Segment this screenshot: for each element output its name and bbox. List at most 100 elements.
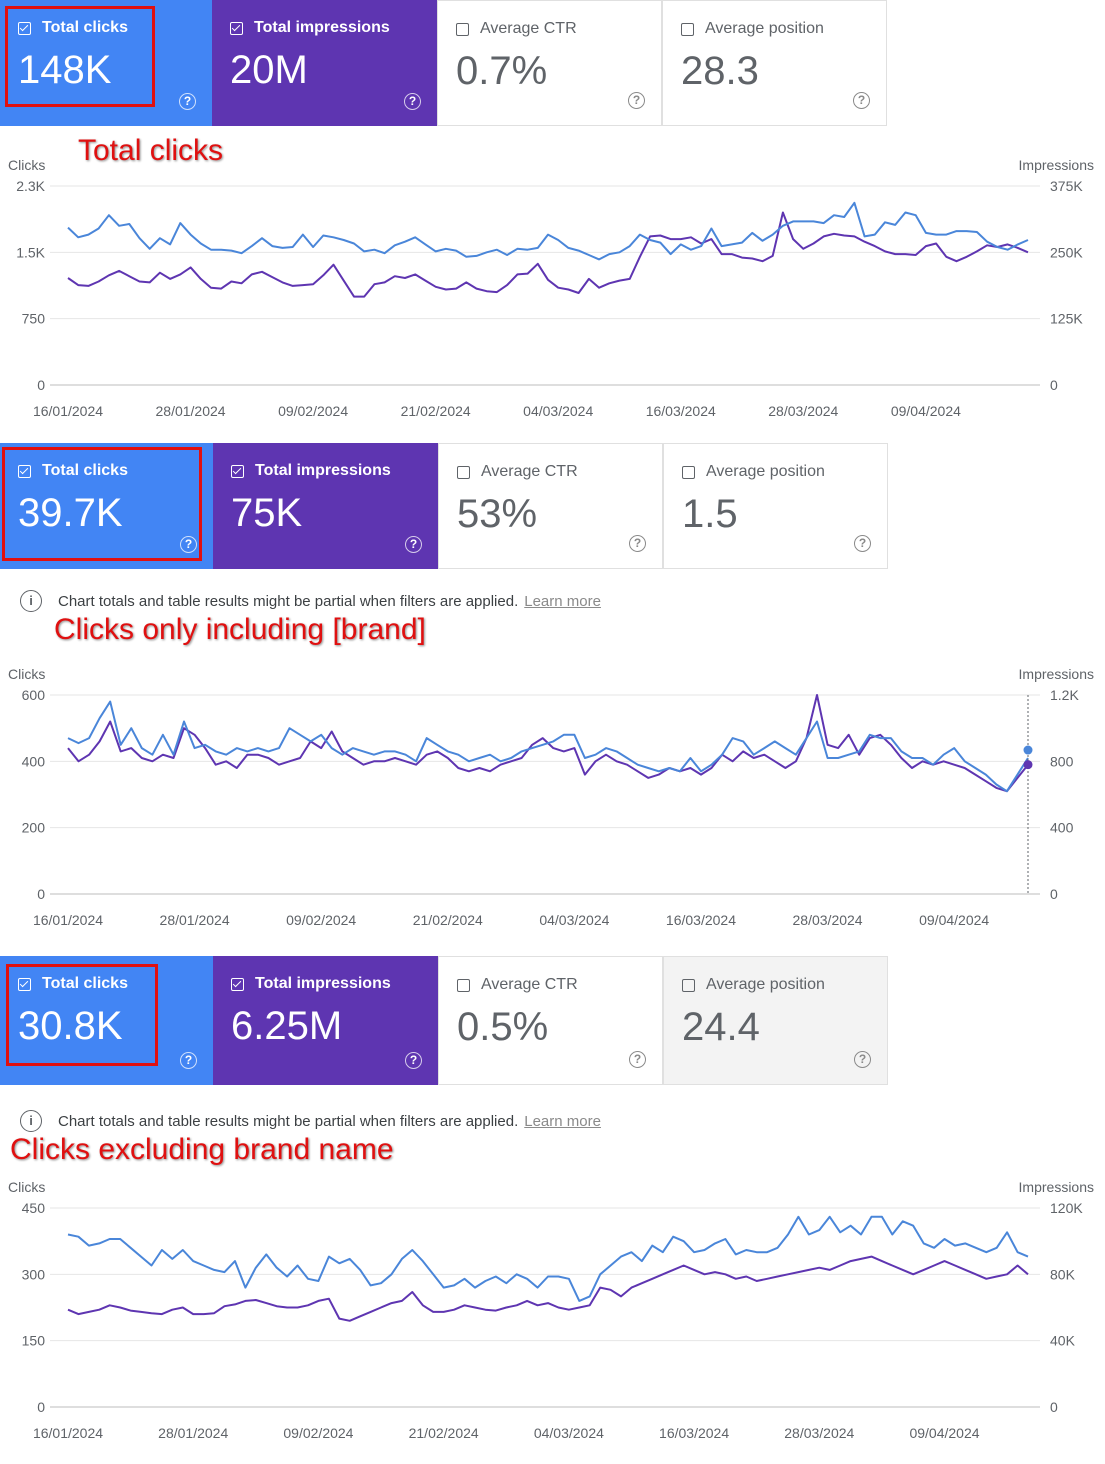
total-clicks-value: 148K <box>18 48 112 92</box>
right-tick-label: 0 <box>1050 377 1058 393</box>
checkbox-checked-icon[interactable] <box>230 22 243 35</box>
right-tick-label: 125K <box>1050 311 1083 327</box>
total-impressions-card[interactable]: Total impressions 75K ? <box>213 443 438 569</box>
learn-more-link[interactable]: Learn more <box>524 1113 601 1130</box>
left-tick-label: 200 <box>22 820 46 836</box>
left-tick-label: 750 <box>22 311 46 327</box>
average-ctr-label: Average CTR <box>480 20 577 37</box>
info-text: Chart totals and table results might be … <box>58 1113 601 1130</box>
clicks-series-line <box>67 201 1029 261</box>
checkbox-checked-icon[interactable] <box>231 978 244 991</box>
performance-chart: Clicks Impressions 0 0 200 400 400 800 600 1.2K 16… <box>8 666 1094 928</box>
total-impressions-card[interactable]: Total impressions 6.25M ? <box>213 956 438 1085</box>
help-icon[interactable]: ? <box>404 93 421 110</box>
total-clicks-label: Total clicks <box>42 19 128 36</box>
help-icon[interactable]: ? <box>405 536 422 553</box>
help-icon[interactable]: ? <box>854 535 871 552</box>
checkbox-checked-icon[interactable] <box>18 465 31 478</box>
help-icon[interactable]: ? <box>628 92 645 109</box>
performance-chart: Clicks Impressions 0 0 150 40K 300 80K 450 120K 16… <box>8 1179 1094 1441</box>
checkbox-unchecked-icon[interactable] <box>457 466 470 479</box>
checkbox-checked-icon[interactable] <box>231 465 244 478</box>
right-tick-label: 1.2K <box>1050 687 1079 703</box>
help-icon[interactable]: ? <box>180 536 197 553</box>
total-impressions-value: 20M <box>230 48 308 92</box>
annotation-label: Clicks only including [brand] <box>54 613 426 646</box>
right-tick-label: 80K <box>1050 1266 1076 1282</box>
total-impressions-card[interactable]: Total impressions 20M ? <box>212 0 437 126</box>
impressions-series-line <box>67 211 1029 298</box>
help-icon[interactable]: ? <box>629 1051 646 1068</box>
total-clicks-card[interactable]: Total clicks 39.7K ? <box>0 443 213 569</box>
checkbox-unchecked-icon[interactable] <box>456 23 469 36</box>
average-ctr-value: 0.7% <box>456 49 548 93</box>
right-tick-label: 0 <box>1050 1399 1058 1415</box>
help-icon[interactable]: ? <box>629 535 646 552</box>
checkbox-unchecked-icon[interactable] <box>682 466 695 479</box>
x-tick-label: 21/02/2024 <box>401 403 471 419</box>
help-icon[interactable]: ? <box>179 93 196 110</box>
average-ctr-card[interactable]: Average CTR 0.5% ? <box>438 956 663 1085</box>
x-tick-label: 28/01/2024 <box>156 403 226 419</box>
x-tick-label: 28/03/2024 <box>768 403 838 419</box>
left-tick-label: 0 <box>37 886 45 902</box>
help-icon[interactable]: ? <box>180 1052 197 1069</box>
average-ctr-label: Average CTR <box>481 463 578 480</box>
info-icon: i <box>20 1110 42 1132</box>
average-position-card[interactable]: Average position 28.3 ? <box>662 0 887 126</box>
x-tick-label: 16/01/2024 <box>33 1425 103 1441</box>
average-ctr-card[interactable]: Average CTR 53% ? <box>438 443 663 569</box>
clicks-hover-dot <box>1023 745 1033 755</box>
help-icon[interactable]: ? <box>854 1051 871 1068</box>
right-axis-label: Impressions <box>1019 666 1094 682</box>
x-tick-label: 16/01/2024 <box>33 912 103 928</box>
x-tick-label: 21/02/2024 <box>409 1425 479 1441</box>
average-ctr-value: 0.5% <box>457 1005 549 1049</box>
left-tick-label: 2.3K <box>16 178 45 194</box>
checkbox-unchecked-icon[interactable] <box>681 23 694 36</box>
x-tick-label: 16/03/2024 <box>646 403 716 419</box>
x-tick-label: 09/04/2024 <box>891 403 961 419</box>
average-position-value: 1.5 <box>682 492 738 536</box>
left-tick-label: 0 <box>37 377 45 393</box>
left-tick-label: 1.5K <box>16 244 45 260</box>
help-icon[interactable]: ? <box>853 92 870 109</box>
x-tick-label: 09/02/2024 <box>278 403 348 419</box>
right-tick-label: 40K <box>1050 1333 1076 1349</box>
average-position-label: Average position <box>706 976 825 993</box>
average-ctr-card[interactable]: Average CTR 0.7% ? <box>437 0 662 126</box>
left-axis-label: Clicks <box>8 157 45 173</box>
x-tick-label: 09/04/2024 <box>919 912 989 928</box>
left-axis-label: Clicks <box>8 1179 45 1195</box>
right-axis-label: Impressions <box>1019 1179 1094 1195</box>
right-axis-label: Impressions <box>1019 157 1094 173</box>
average-ctr-label: Average CTR <box>481 976 578 993</box>
total-impressions-label: Total impressions <box>255 462 391 479</box>
learn-more-link[interactable]: Learn more <box>524 593 601 610</box>
left-tick-label: 150 <box>22 1333 46 1349</box>
help-icon[interactable]: ? <box>405 1052 422 1069</box>
x-tick-label: 28/03/2024 <box>793 912 863 928</box>
average-position-card[interactable]: Average position 1.5 ? <box>663 443 888 569</box>
panel-total-clicks: Total clicks 148K ? Total impressions 20… <box>0 0 1105 440</box>
annotation-label: Total clicks <box>78 134 224 167</box>
info-message: Chart totals and table results might be … <box>58 1113 519 1130</box>
x-tick-label: 09/02/2024 <box>286 912 356 928</box>
checkbox-unchecked-icon[interactable] <box>682 979 695 992</box>
total-clicks-label: Total clicks <box>42 462 128 479</box>
checkbox-checked-icon[interactable] <box>18 978 31 991</box>
left-tick-label: 0 <box>37 1399 45 1415</box>
performance-chart: Clicks Impressions 0 0 750 125K 1.5K 250K 2.3K 37… <box>8 157 1094 419</box>
checkbox-checked-icon[interactable] <box>18 22 31 35</box>
checkbox-unchecked-icon[interactable] <box>457 979 470 992</box>
x-tick-label: 09/04/2024 <box>909 1425 979 1441</box>
right-tick-label: 250K <box>1050 244 1083 260</box>
x-tick-label: 28/01/2024 <box>160 912 230 928</box>
red-highlight-box <box>5 6 155 107</box>
x-tick-label: 28/03/2024 <box>784 1425 854 1441</box>
clicks-series-line <box>67 700 1029 793</box>
x-tick-label: 09/02/2024 <box>283 1425 353 1441</box>
average-position-card[interactable]: Average position 24.4 ? <box>663 956 888 1085</box>
average-position-value: 28.3 <box>681 49 759 93</box>
x-tick-label: 04/03/2024 <box>523 403 593 419</box>
